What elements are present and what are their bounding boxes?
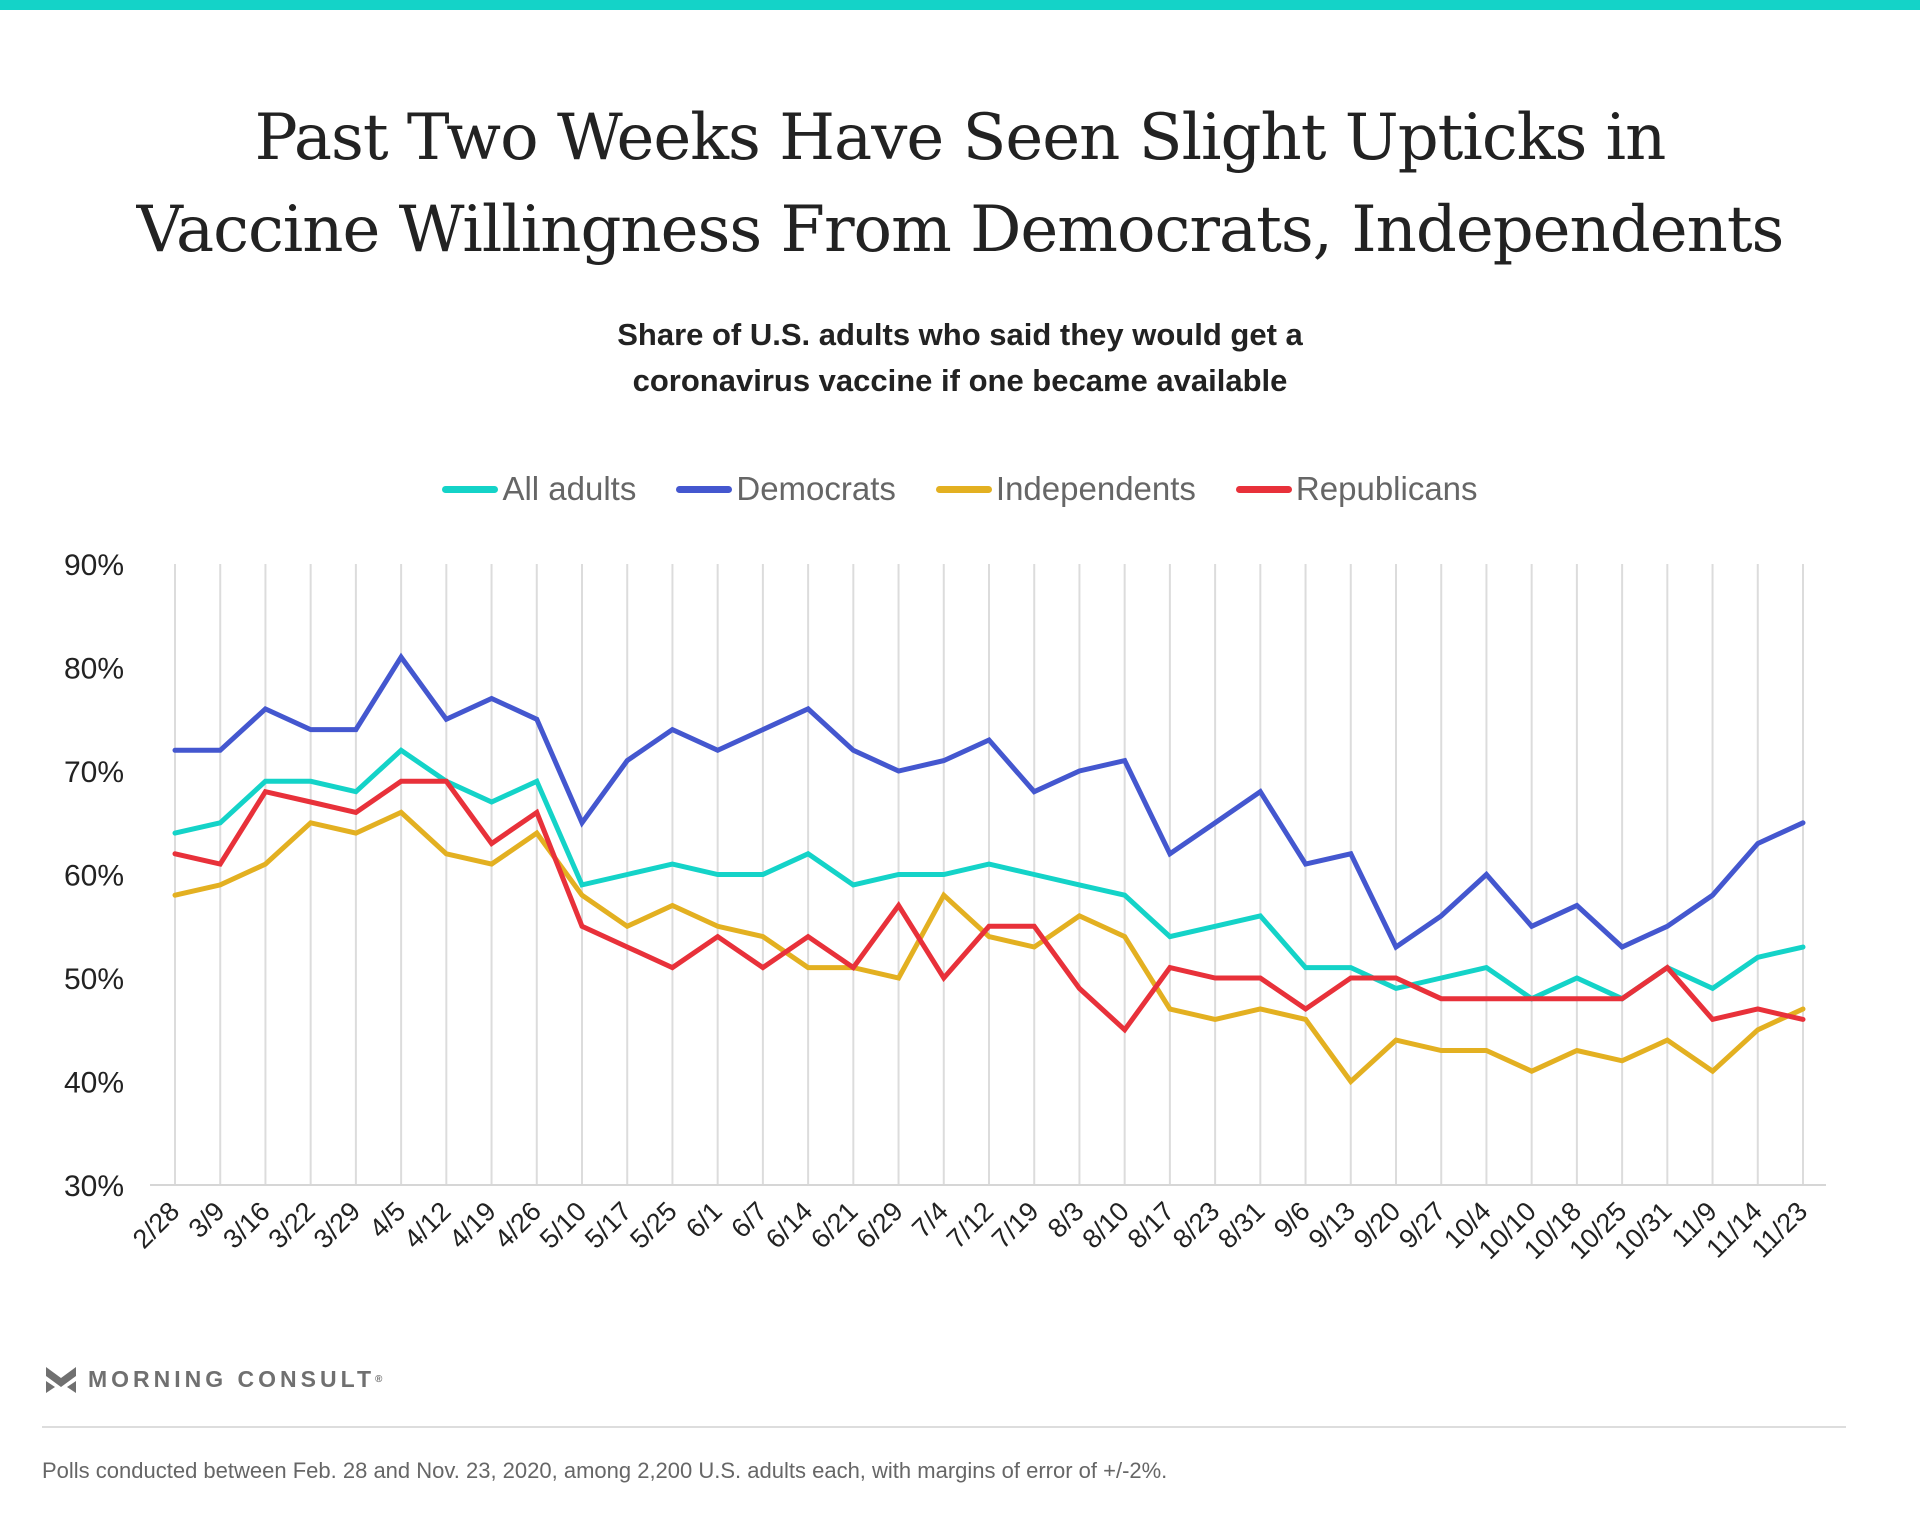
legend-swatch: [935, 485, 992, 493]
x-tick-label: 4/26: [489, 1196, 547, 1254]
subtitle-line-2: coronavirus vaccine if one became availa…: [632, 363, 1288, 398]
logo-chevron-icon: [46, 1366, 76, 1393]
x-tick-label: 3/22: [263, 1196, 321, 1254]
legend-label: Republicans: [1295, 470, 1478, 507]
legend-label: Democrats: [736, 470, 896, 507]
footer-divider: [42, 1426, 1846, 1428]
y-tick-label: 70%: [64, 756, 124, 789]
line-chart: 30%40%50%60%70%80%90%2/283/93/163/223/29…: [64, 549, 1826, 1265]
x-tick-label: 6/14: [760, 1196, 818, 1254]
x-tick-label: 6/21: [805, 1196, 863, 1254]
series-line-democrats: [172, 652, 1806, 951]
y-tick-label: 50%: [64, 963, 124, 996]
legend-label: Independents: [995, 470, 1196, 507]
legend-item-democrats: Democrats: [676, 470, 896, 508]
y-tick-label: 90%: [64, 549, 124, 582]
x-tick-label: 2/28: [127, 1196, 185, 1254]
legend-swatch: [676, 485, 733, 493]
title-line-1: Past Two Weeks Have Seen Slight Upticks …: [254, 101, 1667, 175]
legend-label: All adults: [502, 470, 637, 507]
subtitle-line-1: Share of U.S. adults who said they would…: [617, 317, 1303, 352]
registered-mark: ®: [375, 1374, 383, 1385]
x-tick-label: 6/29: [850, 1196, 908, 1254]
y-tick-label: 40%: [64, 1067, 124, 1100]
x-tick-label: 7/19: [986, 1196, 1044, 1254]
x-tick-label: 8/17: [1122, 1196, 1180, 1254]
x-tick-label: 8/10: [1077, 1196, 1135, 1254]
logo-text: MORNING CONSULT: [88, 1366, 376, 1392]
legend-item-independents: Independents: [935, 470, 1196, 508]
x-tick-label: 4/12: [398, 1196, 456, 1254]
y-tick-label: 60%: [64, 860, 124, 893]
y-tick-label: 80%: [64, 653, 124, 686]
x-tick-label: 3/29: [308, 1196, 366, 1254]
x-tick-label: 4/19: [443, 1196, 501, 1254]
chart-title: Past Two Weeks Have Seen Slight Upticks …: [0, 92, 1920, 276]
x-tick-label: 3/16: [217, 1196, 275, 1254]
footnote: Polls conducted between Feb. 28 and Nov.…: [42, 1458, 1168, 1483]
legend-swatch: [442, 485, 499, 493]
x-tick-label: 8/23: [1167, 1196, 1225, 1254]
x-tick-label: 9/13: [1303, 1196, 1361, 1254]
x-tick-label: 9/27: [1393, 1196, 1451, 1254]
legend: All adults Democrats Independents Republica…: [0, 470, 1920, 508]
series-line-republicans: [172, 778, 1806, 1034]
x-tick-label: 8/31: [1212, 1196, 1270, 1254]
x-tick-label: 7/12: [941, 1196, 999, 1254]
y-tick-label: 30%: [64, 1170, 124, 1203]
legend-item-all-adults: All adults: [442, 470, 636, 508]
morning-consult-logo: MORNING CONSULT ®: [46, 1366, 382, 1393]
x-tick-label: 5/10: [534, 1196, 592, 1254]
chart-subtitle: Share of U.S. adults who said they would…: [0, 312, 1920, 404]
x-tick-label: 5/17: [579, 1196, 637, 1254]
top-accent-bar: [0, 0, 1920, 10]
legend-item-republicans: Republicans: [1235, 470, 1478, 508]
legend-swatch: [1235, 485, 1292, 493]
title-line-2: Vaccine Willingness From Democrats, Inde…: [136, 193, 1785, 267]
x-tick-label: 9/20: [1348, 1196, 1406, 1254]
x-tick-label: 6/1: [680, 1196, 728, 1244]
x-tick-label: 5/25: [624, 1196, 682, 1254]
